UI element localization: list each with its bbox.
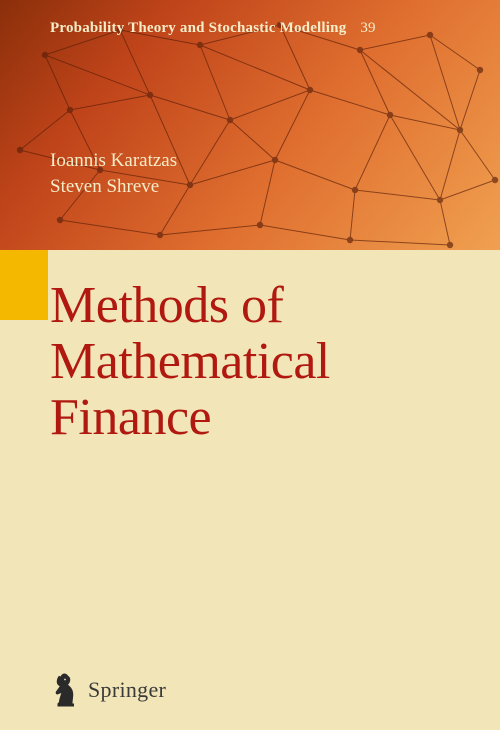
author-line: Steven Shreve <box>50 174 177 200</box>
network-graph-decoration <box>0 0 500 250</box>
series-name: Probability Theory and Stochastic Modell… <box>50 20 346 36</box>
series-label: Probability Theory and Stochastic Modell… <box>50 20 376 37</box>
book-cover: Probability Theory and Stochastic Modell… <box>0 0 500 730</box>
authors-block: Ioannis Karatzas Steven Shreve <box>50 148 177 199</box>
book-title: Methods of Mathematical Finance <box>50 278 470 446</box>
chess-knight-icon <box>50 672 80 708</box>
title-line: Mathematical <box>50 334 470 390</box>
publisher-name: Springer <box>88 677 166 703</box>
series-number: 39 <box>360 20 375 36</box>
yellow-accent-tab <box>0 250 48 320</box>
author-line: Ioannis Karatzas <box>50 148 177 174</box>
title-line: Finance <box>50 390 470 446</box>
publisher-block: Springer <box>50 672 166 708</box>
title-line: Methods of <box>50 278 470 334</box>
top-band <box>0 0 500 250</box>
